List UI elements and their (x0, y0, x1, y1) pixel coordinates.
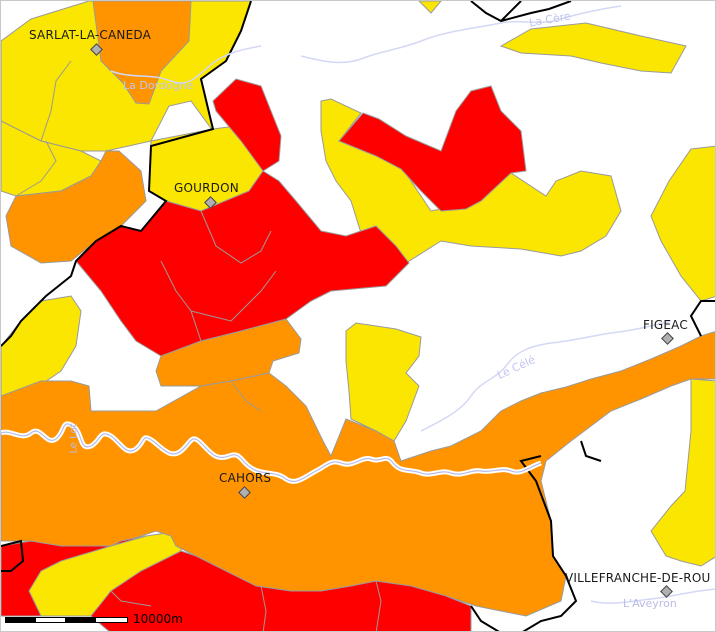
scale-bar-label: 10000m (133, 612, 183, 626)
zone-red-northeast (338, 85, 527, 212)
river-lot-edge (1, 423, 542, 483)
river-label-aveyron: L'Aveyron (623, 597, 677, 610)
rivers (110, 5, 715, 604)
river-cele (420, 320, 672, 432)
border-lot-dordogne (1, 1, 252, 347)
river-aveyron (590, 588, 715, 604)
river-dordogne (110, 45, 262, 84)
zones-red (1, 78, 527, 631)
river-cere (300, 5, 622, 64)
city-label-villefranche: VILLEFRANCHE-DE-ROU (565, 571, 711, 585)
city-label-figeac: FIGEAC (643, 318, 688, 332)
zone-orange-west (5, 150, 147, 264)
zones-orange (1, 1, 715, 617)
scale-bar-segment-3 (65, 617, 96, 623)
zone-yellow-east (650, 145, 715, 302)
river-label-lot: Le Lot (68, 423, 80, 454)
internal-boundaries (15, 60, 382, 631)
city-label-cahors: CAHORS (219, 471, 272, 485)
zone-yellow-north-strip (418, 1, 442, 14)
border-lot-southwest (1, 539, 25, 572)
river-label-dordogne: La Dordogne (123, 79, 194, 92)
city-label-sarlat: SARLAT-LA-CANEDA (29, 28, 152, 42)
border-lot-north (470, 1, 572, 23)
zone-red-south (90, 550, 472, 631)
border-lot-east (689, 300, 715, 337)
city-label-gourdon: GOURDON (174, 181, 239, 195)
zone-yellow-cere (499, 22, 687, 74)
zone-red-southwest-a (1, 535, 147, 617)
zone-yellow-east-low (650, 378, 715, 567)
scale-bar-segment-1 (5, 617, 36, 623)
border-lot-south (470, 605, 500, 631)
border-lot-east-south (580, 440, 602, 462)
scale-bar-segment-4 (95, 617, 128, 623)
zone-yellow-center (320, 98, 622, 264)
zone-red-gourdon (75, 170, 410, 357)
zone-red-gourdon-north (212, 78, 282, 172)
zone-yellow-celé (345, 322, 422, 442)
scale-bar-segment-2 (35, 617, 66, 623)
